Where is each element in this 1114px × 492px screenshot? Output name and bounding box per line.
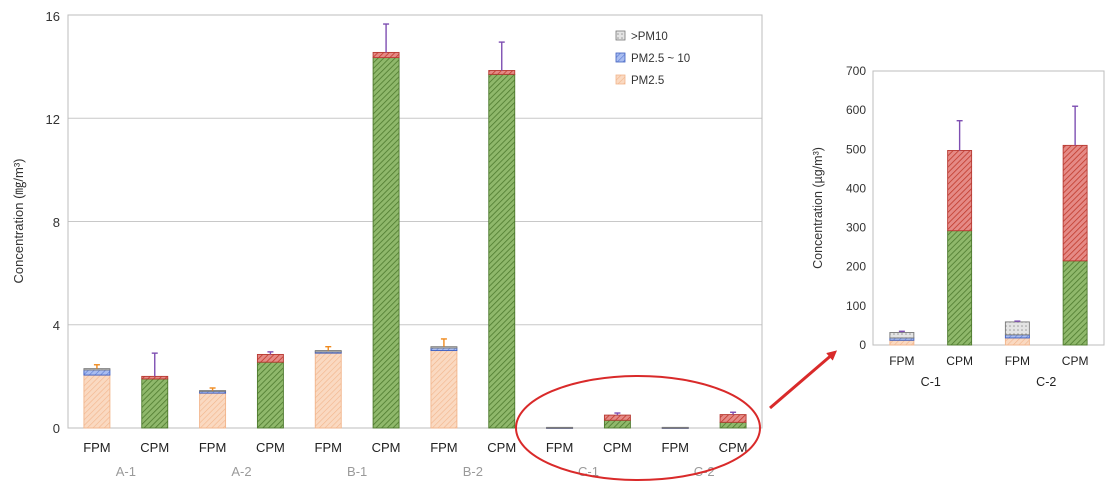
bar-inset-0-pm25 <box>889 339 915 346</box>
bar-inset-0-gt-pm10 <box>889 332 915 339</box>
main-ytick-8: 8 <box>53 215 60 230</box>
bar-main-10-gt-pm10 <box>661 426 689 429</box>
legend-label-gt-pm10: >PM10 <box>631 31 668 43</box>
main-ytick-16: 16 <box>46 9 60 24</box>
group-label-main-B-2: B-2 <box>463 464 483 479</box>
x-tick-label-main-10: FPM <box>662 440 689 455</box>
bar-main-5-cpm-lower <box>372 57 400 429</box>
inset-plot-frame <box>872 70 1105 346</box>
inset-x-labels: FPM CPM FPM CPM C-1 C-2 <box>889 354 1088 389</box>
bar-main-6-pm25 <box>430 350 458 429</box>
inset-chart: 0 100 200 300 400 500 600 700 Concentration (µg… <box>811 64 1105 389</box>
bar-main-4-pm25 <box>314 352 342 429</box>
x-tick-label-main-3: CPM <box>256 440 285 455</box>
legend-swatch-gt-pm10 <box>615 30 626 41</box>
bar-main-1-cpm-lower <box>141 378 169 429</box>
group-label-main-A-1: A-1 <box>116 464 136 479</box>
main-x-labels: FPM CPM FPM CPM FPM CPM FPM CPM FPM CPM FPM CPM A-1 A… <box>83 440 747 479</box>
bar-main-1-cpm-upper <box>141 375 169 380</box>
inset-ytick-7: 700 <box>846 64 866 78</box>
bar-main-3-cpm-lower <box>256 361 284 429</box>
main-plot-frame <box>67 14 763 429</box>
bar-main-2-pm25 <box>199 392 227 429</box>
x-tick-label-inset-3: CPM <box>1062 354 1089 368</box>
inset-ytick-0: 0 <box>859 338 866 352</box>
bar-main-3-cpm-upper <box>256 353 284 363</box>
x-tick-label-main-8: FPM <box>546 440 573 455</box>
inset-y-axis-label: Concentration (µg/m³) <box>811 147 825 269</box>
inset-ytick-6: 600 <box>846 103 866 117</box>
x-tick-label-main-7: CPM <box>487 440 516 455</box>
inset-ytick-4: 400 <box>846 181 866 195</box>
main-chart: 0 4 8 12 16 Concentration (㎎/m³) FPM CPM F… <box>11 9 763 481</box>
group-label-inset-C-2: C-2 <box>1036 375 1056 389</box>
x-tick-label-inset-2: FPM <box>1005 354 1030 368</box>
main-y-axis-label: Concentration (㎎/m³) <box>11 159 27 284</box>
x-tick-label-inset-1: CPM <box>946 354 973 368</box>
bar-main-2-gt-pm10 <box>199 390 227 392</box>
x-tick-label-main-4: FPM <box>315 440 342 455</box>
bar-inset-3-cpm-lower <box>1062 260 1088 346</box>
bar-main-7-cpm-upper <box>488 70 516 75</box>
main-ytick-4: 4 <box>53 318 60 333</box>
highlight-arrow <box>769 350 838 410</box>
bar-inset-3-cpm-upper <box>1062 144 1088 262</box>
inset-ytick-2: 200 <box>846 260 866 274</box>
bar-main-8-gt-pm10 <box>546 426 574 429</box>
bar-main-5-cpm-upper <box>372 51 400 59</box>
inset-ytick-5: 500 <box>846 142 866 156</box>
bar-inset-1-cpm-lower <box>947 230 973 346</box>
bar-main-0-gt-pm10 <box>83 368 111 371</box>
bar-main-0-pm25-10 <box>83 369 111 376</box>
highlight-ellipse <box>515 375 761 481</box>
bar-main-4-gt-pm10 <box>314 350 342 353</box>
inset-y-ticks: 0 100 200 300 400 500 600 700 <box>846 64 866 352</box>
main-bars <box>83 23 747 429</box>
group-label-main-B-1: B-1 <box>347 464 367 479</box>
inset-ytick-3: 300 <box>846 221 866 235</box>
legend-label-pm25-10: PM2.5 ~ 10 <box>631 53 690 65</box>
x-tick-label-main-11: CPM <box>719 440 748 455</box>
bar-main-9-cpm-upper <box>603 414 631 421</box>
x-tick-label-main-2: FPM <box>199 440 226 455</box>
bar-main-9-cpm-lower <box>603 419 631 429</box>
bar-inset-2-gt-pm10 <box>1004 321 1030 336</box>
bar-inset-1-cpm-upper <box>947 150 973 232</box>
legend-swatch-pm25-10 <box>615 52 626 63</box>
bar-main-0-pm25 <box>83 374 111 429</box>
main-ytick-12: 12 <box>46 112 60 127</box>
inset-ytick-1: 100 <box>846 299 866 313</box>
x-tick-label-main-1: CPM <box>140 440 169 455</box>
bar-main-6-gt-pm10 <box>430 346 458 349</box>
legend-swatch-pm25 <box>615 74 626 85</box>
legend-label-pm25: PM2.5 <box>631 75 664 87</box>
bar-inset-2-pm25-10 <box>1004 334 1030 339</box>
bar-main-7-cpm-lower <box>488 73 516 429</box>
inset-bars <box>889 105 1088 346</box>
legend: >PM10 PM2.5 ~ 10 PM2.5 <box>615 30 690 87</box>
bar-main-11-cpm-lower <box>719 421 747 429</box>
x-tick-label-main-9: CPM <box>603 440 632 455</box>
group-label-inset-C-1: C-1 <box>921 375 941 389</box>
x-tick-label-main-5: CPM <box>372 440 401 455</box>
x-tick-label-main-0: FPM <box>83 440 110 455</box>
bar-inset-2-pm25 <box>1004 337 1030 346</box>
main-ytick-0: 0 <box>53 421 60 436</box>
bar-main-11-cpm-upper <box>719 414 747 423</box>
x-tick-label-main-6: FPM <box>430 440 457 455</box>
x-tick-label-inset-0: FPM <box>889 354 914 368</box>
group-label-main-A-2: A-2 <box>231 464 251 479</box>
